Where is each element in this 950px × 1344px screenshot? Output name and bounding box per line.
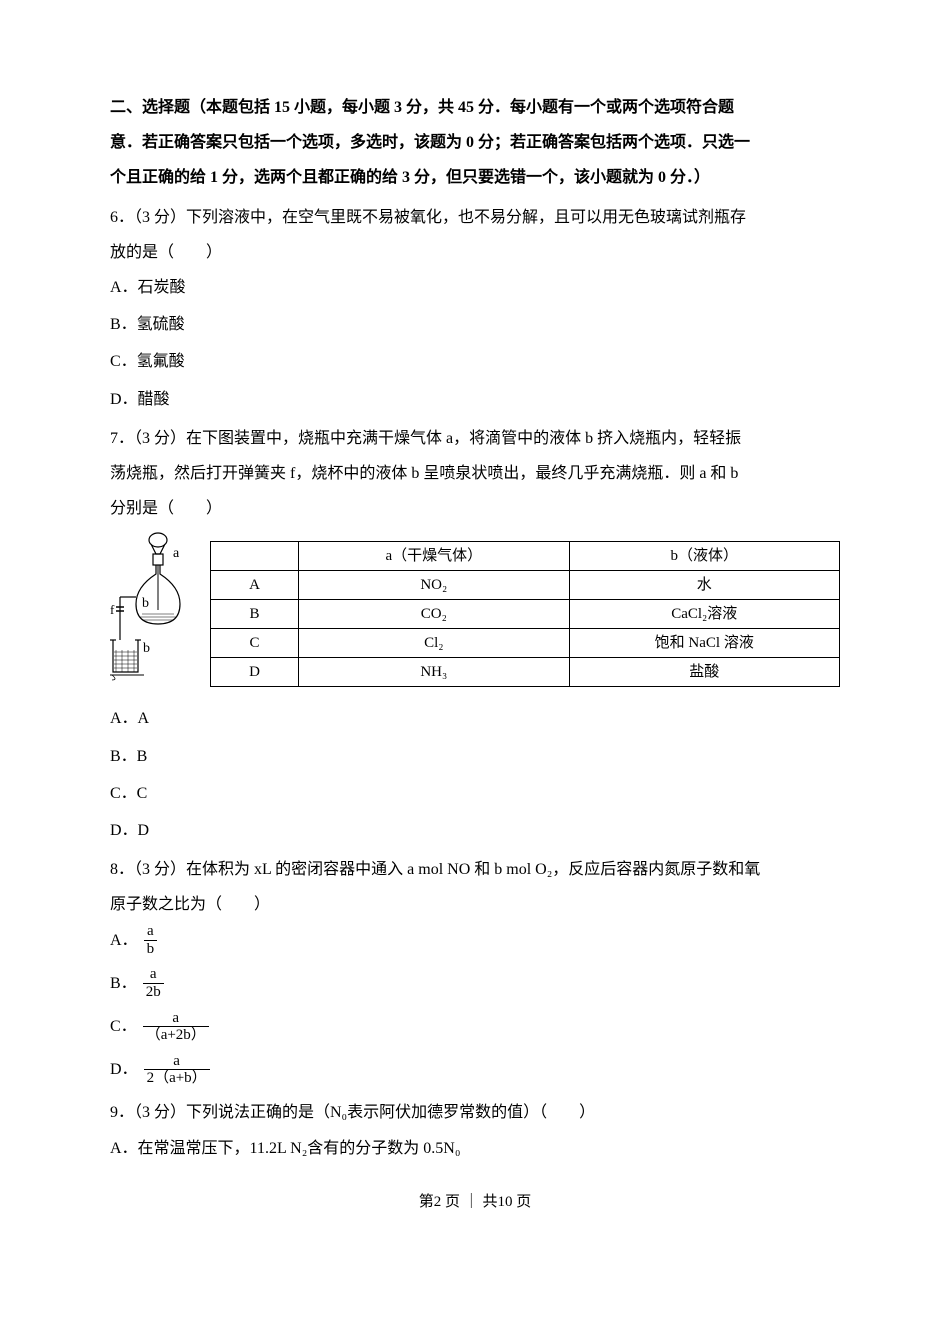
label-b-lower: b bbox=[143, 641, 150, 656]
label-f: f bbox=[110, 602, 115, 617]
option-a: A．A bbox=[110, 701, 840, 736]
table-row: C Cl₂ 饱和 NaCl 溶液 bbox=[211, 628, 840, 657]
table-header: b（液体） bbox=[569, 541, 839, 570]
table-row: B CO₂ CaCl₂溶液 bbox=[211, 599, 840, 628]
option-c: C．C bbox=[110, 776, 840, 811]
table-cell: C bbox=[211, 628, 299, 657]
section-header-line: 个且正确的给 1 分，选两个且都正确的给 3 分，但只要选错一个，该小题就为 0… bbox=[110, 160, 840, 195]
question-text: 荡烧瓶，然后打开弹簧夹 f，烧杯中的液体 b 呈喷泉状喷出，最终几乎充满烧瓶．则… bbox=[110, 456, 840, 491]
question-6: 6．（3 分）下列溶液中，在空气里既不易被氧化，也不易分解，且可以用无色玻璃试剂… bbox=[110, 200, 840, 417]
page-footer: 第2 页 ｜ 共10 页 bbox=[110, 1186, 840, 1219]
question-8: 8．（3 分）在体积为 xL 的密闭容器中通入 a mol NO 和 b mol… bbox=[110, 852, 840, 1087]
question-text: 7．（3 分）在下图装置中，烧瓶中充满干燥气体 a，将滴管中的液体 b 挤入烧瓶… bbox=[110, 421, 840, 456]
table-cell: 饱和 NaCl 溶液 bbox=[569, 628, 839, 657]
table-header bbox=[211, 541, 299, 570]
option-prefix: C． bbox=[110, 1009, 137, 1044]
question-text: 8．（3 分）在体积为 xL 的密闭容器中通入 a mol NO 和 b mol… bbox=[110, 852, 840, 887]
question-text: 原子数之比为（ ） bbox=[110, 887, 840, 922]
section-header-line: 意．若正确答案只包括一个选项，多选时，该题为 0 分；若正确答案包括两个选项．只… bbox=[110, 125, 840, 160]
table-cell: 水 bbox=[569, 570, 839, 599]
question-9: 9．（3 分）下列说法正确的是（N₀表示阿伏加德罗常数的值）（ ） A．在常温常… bbox=[110, 1095, 840, 1165]
question-text: 9．（3 分）下列说法正确的是（N₀表示阿伏加德罗常数的值）（ ） bbox=[110, 1095, 840, 1130]
numerator: a bbox=[144, 923, 158, 941]
table-cell: CO₂ bbox=[299, 599, 569, 628]
option-b: B．B bbox=[110, 739, 840, 774]
table-cell: Cl₂ bbox=[299, 628, 569, 657]
question-text: 分别是（ ） bbox=[110, 491, 840, 526]
question-text: 放的是（ ） bbox=[110, 235, 840, 270]
table-cell: B bbox=[211, 599, 299, 628]
denominator: 2b bbox=[143, 984, 164, 1001]
numerator: a bbox=[143, 966, 164, 984]
section-header-line: 二、选择题（本题包括 15 小题，每小题 3 分，共 45 分．每小题有一个或两… bbox=[110, 90, 840, 125]
numerator: a bbox=[143, 1010, 209, 1028]
option-c: C．氢氟酸 bbox=[110, 344, 840, 379]
fraction: a （a+2b） bbox=[143, 1010, 209, 1044]
option-a: A．在常温常压下，11.2L N₂含有的分子数为 0.5N₀ bbox=[110, 1131, 840, 1166]
table-cell: NO₂ bbox=[299, 570, 569, 599]
apparatus-diagram: a f b bbox=[110, 532, 200, 695]
label-b-upper: b bbox=[142, 596, 149, 611]
label-a: a bbox=[173, 546, 180, 561]
denominator: b bbox=[144, 941, 158, 958]
question-text: 6．（3 分）下列溶液中，在空气里既不易被氧化，也不易分解，且可以用无色玻璃试剂… bbox=[110, 200, 840, 235]
option-a: A．石炭酸 bbox=[110, 270, 840, 305]
table-header: a（干燥气体） bbox=[299, 541, 569, 570]
option-b: B．氢硫酸 bbox=[110, 307, 840, 342]
denominator: （a+2b） bbox=[143, 1027, 209, 1044]
table-cell: D bbox=[211, 657, 299, 686]
option-prefix: A． bbox=[110, 923, 138, 958]
option-prefix: B． bbox=[110, 966, 137, 1001]
option-d: D．醋酸 bbox=[110, 382, 840, 417]
table-cell: CaCl₂溶液 bbox=[569, 599, 839, 628]
option-c: C． a （a+2b） bbox=[110, 1009, 840, 1044]
q7-table: a（干燥气体） b（液体） A NO₂ 水 B CO₂ CaCl₂溶液 C Cl… bbox=[210, 541, 840, 687]
table-cell: NH₃ bbox=[299, 657, 569, 686]
table-cell: A bbox=[211, 570, 299, 599]
option-b: B． a 2b bbox=[110, 966, 840, 1001]
question-7: 7．（3 分）在下图装置中，烧瓶中充满干燥气体 a，将滴管中的液体 b 挤入烧瓶… bbox=[110, 421, 840, 849]
option-d: D． a 2（a+b） bbox=[110, 1052, 840, 1087]
option-prefix: D． bbox=[110, 1052, 138, 1087]
table-row: A NO₂ 水 bbox=[211, 570, 840, 599]
numerator: a bbox=[144, 1053, 210, 1071]
table-cell: 盐酸 bbox=[569, 657, 839, 686]
fraction: a b bbox=[144, 923, 158, 957]
table-row: D NH₃ 盐酸 bbox=[211, 657, 840, 686]
option-d: D．D bbox=[110, 813, 840, 848]
denominator: 2（a+b） bbox=[144, 1070, 210, 1087]
fraction: a 2（a+b） bbox=[144, 1053, 210, 1087]
fraction: a 2b bbox=[143, 966, 164, 1000]
option-a: A． a b bbox=[110, 923, 840, 958]
